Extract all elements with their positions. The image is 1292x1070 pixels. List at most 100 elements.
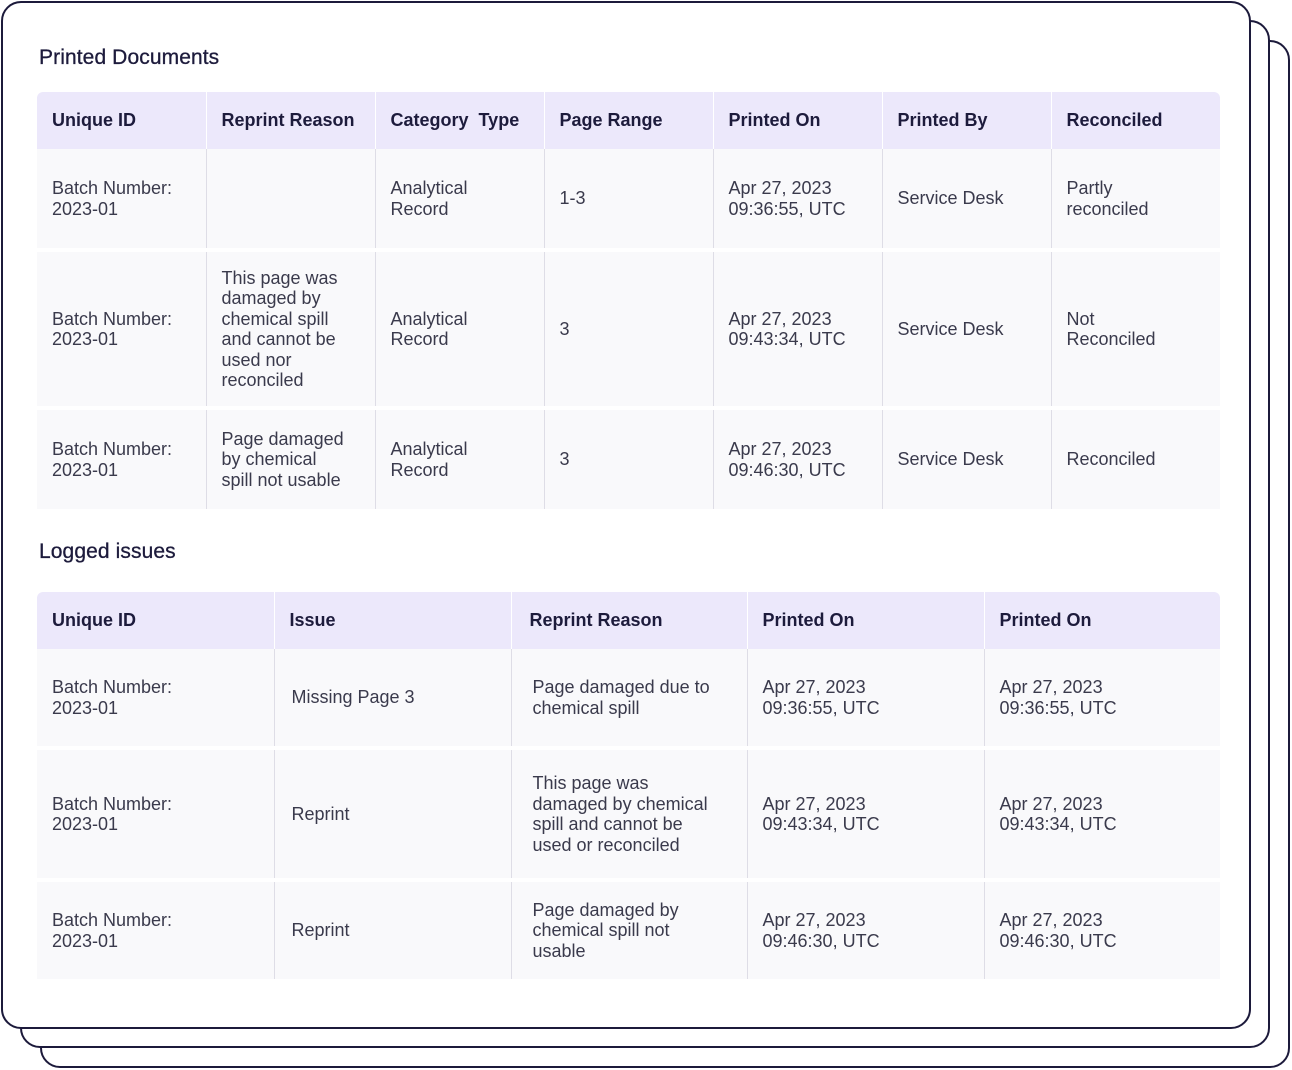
cell-line: reconciled — [1066, 198, 1149, 219]
logged-issues-table: Unique ID Issue Reprint Reason Printed O… — [37, 592, 1220, 979]
cell-line: Page damaged due to — [532, 677, 710, 697]
cell-category-type: Analytical Record — [374, 250, 544, 410]
cell-reprint-reason: Page damaged due to chemical spill — [510, 649, 747, 750]
cell-issue: Missing Page 3 — [273, 649, 511, 750]
cell-line: Apr 27, 2023 — [728, 308, 832, 329]
cell-line: Apr 27, 2023 — [999, 677, 1103, 697]
cell-reprint-reason — [205, 149, 375, 252]
printed-documents-table: Unique ID Reprint Reason Category Type P… — [37, 92, 1220, 509]
cell-line: 2023-01 — [52, 930, 119, 951]
cell-line: used nor — [221, 349, 292, 370]
cell-line: Apr 27, 2023 — [762, 677, 866, 697]
cell-reprint-reason: This page was damaged by chemical spill … — [510, 748, 747, 882]
cell-unique-id: Batch Number: 2023-01 — [37, 649, 274, 750]
cell-line: Apr 27, 2023 — [762, 910, 866, 930]
cell-line: Record — [390, 329, 449, 349]
cell-category-type: Analytical Record — [374, 408, 544, 509]
cell-unique-id: Batch Number: 2023-01 — [37, 748, 274, 882]
cell-page-range: 1-3 — [543, 149, 713, 252]
cell-line: usable — [532, 940, 586, 961]
cell-category-type: Analytical Record — [374, 149, 544, 252]
cell-unique-id: Batch Number: 2023-01 — [37, 408, 206, 509]
column-header-printed-by[interactable]: Printed By — [881, 92, 1051, 149]
cell-line: 2023-01 — [52, 329, 119, 349]
cell-line: Batch Number: — [52, 439, 173, 459]
logged-issues-title: Logged issues — [39, 540, 176, 563]
printed-documents-title: Printed Documents — [39, 46, 220, 69]
column-header-reprint-reason[interactable]: Reprint Reason — [510, 592, 747, 649]
column-header-category-type[interactable]: Category Type — [374, 92, 544, 149]
cell-line: damaged by — [221, 288, 321, 308]
column-header-printed-on[interactable]: Printed On — [746, 592, 984, 649]
cell-line: and cannot be — [221, 329, 336, 349]
cell-unique-id: Batch Number: 2023-01 — [37, 880, 274, 979]
column-header-unique-id[interactable]: Unique ID — [37, 592, 274, 649]
column-header-reprint-reason[interactable]: Reprint Reason — [205, 92, 375, 149]
cell-line: Apr 27, 2023 — [762, 793, 866, 814]
column-header-unique-id[interactable]: Unique ID — [37, 92, 206, 149]
cell-line: Batch Number: — [52, 793, 173, 814]
cell-printed-on: Apr 27, 2023 09:43:34, UTC — [746, 748, 984, 882]
cell-line: 09:43:34, UTC — [762, 814, 880, 834]
table-row[interactable]: Batch Number: 2023-01 Page damaged by ch… — [37, 408, 1220, 509]
cell-line: 2023-01 — [52, 697, 119, 718]
cell-line: 2023-01 — [52, 459, 119, 480]
cell-line: 09:43:34, UTC — [999, 814, 1117, 834]
cell-line: Analytical — [390, 439, 468, 459]
cell-line: chemical spill not — [532, 920, 670, 941]
cell-line: Apr 27, 2023 — [999, 793, 1103, 814]
table-header-row: Unique ID Issue Reprint Reason Printed O… — [37, 592, 1220, 649]
cell-line: spill and cannot be — [532, 814, 683, 834]
cell-page-range: 3 — [543, 250, 713, 410]
cell-unique-id: Batch Number: 2023-01 — [37, 250, 206, 410]
cell-line: by chemical — [221, 449, 317, 470]
cell-line: 09:46:30, UTC — [762, 930, 880, 951]
cell-line: Batch Number: — [52, 910, 173, 930]
column-header-issue[interactable]: Issue — [273, 592, 511, 649]
cell-line: Apr 27, 2023 — [999, 910, 1103, 930]
cell-reprint-reason: Page damaged by chemical spill not usabl… — [205, 408, 375, 509]
cell-line: Batch Number: — [52, 178, 173, 198]
table-row[interactable]: Batch Number: 2023-01 Reprint This page … — [37, 748, 1220, 882]
cell-printed-on-2: Apr 27, 2023 09:36:55, UTC — [983, 649, 1220, 750]
cell-line: chemical spill — [221, 308, 329, 329]
cell-unique-id: Batch Number: 2023-01 — [37, 149, 206, 252]
table-row[interactable]: Batch Number: 2023-01 Missing Page 3 Pag… — [37, 649, 1220, 750]
cell-issue: Reprint — [273, 880, 511, 979]
column-header-page-range[interactable]: Page Range — [543, 92, 713, 149]
cell-reconciled: Not Reconciled — [1050, 250, 1220, 410]
cell-printed-on: Apr 27, 2023 09:46:30, UTC — [746, 880, 984, 979]
column-header-printed-on[interactable]: Printed On — [712, 92, 882, 149]
cell-page-range: 3 — [543, 408, 713, 509]
column-header-printed-on-2[interactable]: Printed On — [983, 592, 1220, 649]
cell-printed-by: Service Desk — [881, 408, 1051, 509]
column-header-reconciled[interactable]: Reconciled — [1050, 92, 1220, 149]
cell-line: 09:46:30, UTC — [999, 930, 1117, 951]
cell-line: Batch Number: — [52, 677, 173, 697]
cell-line: chemical spill — [532, 697, 640, 718]
cell-line: This page was — [532, 773, 649, 793]
cell-line: Reconciled — [1066, 329, 1156, 349]
cell-issue: Reprint — [273, 748, 511, 882]
cell-line: Batch Number: — [52, 308, 173, 329]
cell-line: 09:43:34, UTC — [728, 329, 846, 349]
cell-line: damaged by chemical — [532, 793, 708, 814]
cell-line: used or reconciled — [532, 834, 680, 855]
cell-printed-on-2: Apr 27, 2023 09:43:34, UTC — [983, 748, 1220, 882]
table-row[interactable]: Batch Number: 2023-01 This page was dama… — [37, 250, 1220, 410]
cell-line: Apr 27, 2023 — [728, 178, 832, 198]
cell-printed-on: Apr 27, 2023 09:36:55, UTC — [712, 149, 882, 252]
table-row[interactable]: Batch Number: 2023-01 Reprint Page damag… — [37, 880, 1220, 979]
cell-line: Apr 27, 2023 — [728, 439, 832, 459]
cell-printed-by: Service Desk — [881, 149, 1051, 252]
cell-printed-on-2: Apr 27, 2023 09:46:30, UTC — [983, 880, 1220, 979]
cell-line: Not — [1066, 308, 1095, 329]
cell-printed-by: Service Desk — [881, 250, 1051, 410]
cell-line: Partly — [1066, 178, 1113, 198]
cell-line: 2023-01 — [52, 814, 119, 834]
table-row[interactable]: Batch Number: 2023-01 Analytical Record … — [37, 149, 1220, 252]
cell-printed-on: Apr 27, 2023 09:43:34, UTC — [712, 250, 882, 410]
cell-line: Record — [390, 459, 449, 480]
cell-line: Reconciled — [1066, 449, 1156, 470]
